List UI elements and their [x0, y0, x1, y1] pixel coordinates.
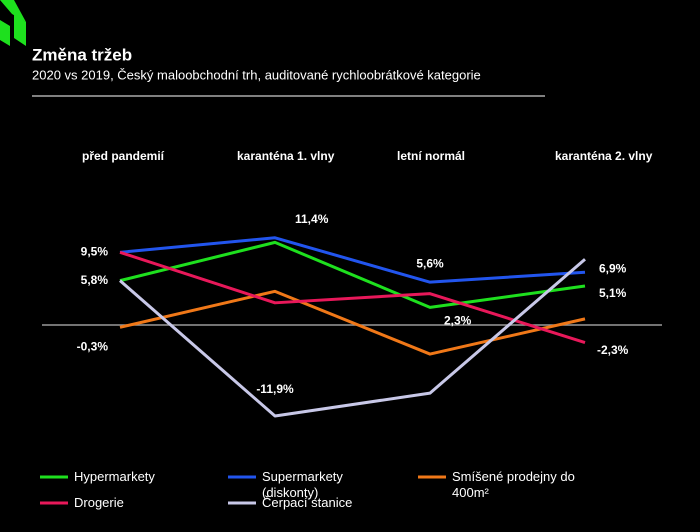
data-label: -2,3% — [597, 343, 629, 357]
legend-label: Smíšené prodejny do 400m² — [452, 469, 575, 500]
data-label: 5,8% — [81, 273, 109, 287]
data-label: 9,5% — [81, 244, 109, 258]
legend-label: Čerpací stanice — [262, 495, 353, 510]
logo — [0, 20, 10, 46]
series-line — [119, 289, 586, 356]
x-category-label: karanténa 2. vlny — [555, 149, 653, 163]
series-line — [119, 240, 586, 309]
logo — [0, 0, 26, 22]
series-line — [119, 258, 586, 418]
legend-label: Drogerie — [74, 495, 124, 510]
data-label: -11,9% — [256, 382, 294, 396]
series-line — [119, 236, 586, 284]
legend-label: Hypermarkety — [74, 469, 155, 484]
data-label: -0,3% — [77, 339, 109, 353]
data-label: 11,4% — [295, 212, 329, 226]
logo — [14, 14, 26, 46]
data-label: 5,6% — [416, 256, 444, 270]
data-label: 6,9% — [599, 261, 627, 275]
x-category-label: karanténa 1. vlny — [237, 149, 335, 163]
chart-title: Změna tržeb — [32, 45, 132, 64]
legend-label: Supermarkety (diskonty) — [262, 469, 343, 500]
data-label: 5,1% — [599, 286, 627, 300]
data-label: 2,3% — [444, 314, 472, 328]
series-line — [119, 250, 586, 345]
x-category-label: letní normál — [397, 149, 466, 163]
chart-subtitle: 2020 vs 2019, Český maloobchodní trh, au… — [32, 67, 481, 82]
x-category-label: před pandemií — [82, 149, 165, 163]
